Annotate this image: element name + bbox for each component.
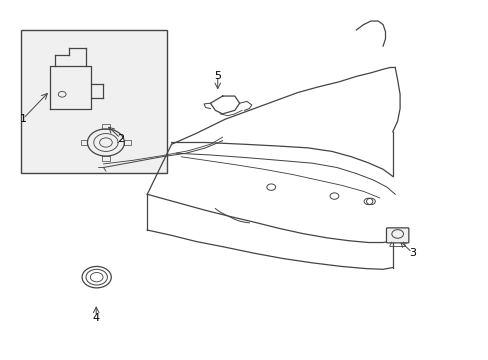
Text: 5: 5 bbox=[214, 71, 221, 81]
Text: 4: 4 bbox=[92, 312, 100, 323]
Bar bbox=[21, 30, 166, 173]
FancyBboxPatch shape bbox=[386, 228, 408, 243]
Text: 2: 2 bbox=[117, 134, 124, 144]
Text: 3: 3 bbox=[408, 248, 415, 258]
Text: 1: 1 bbox=[20, 114, 27, 124]
